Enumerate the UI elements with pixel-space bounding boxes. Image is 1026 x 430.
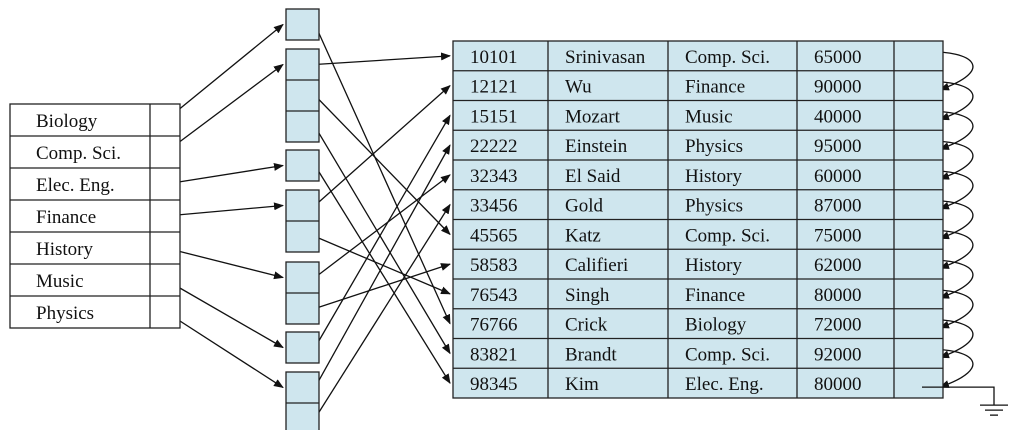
record-pointer-arrow — [314, 165, 451, 384]
record-dept: Comp. Sci. — [685, 344, 770, 365]
null-pointer-ground — [922, 386, 1008, 416]
bucket — [285, 149, 320, 182]
record-id: 58583 — [470, 255, 518, 276]
index-key: Comp. Sci. — [36, 143, 121, 164]
record-dept: Finance — [685, 77, 745, 98]
index-key: Elec. Eng. — [36, 175, 115, 196]
record-id: 76766 — [470, 315, 518, 336]
record-pointer-arrow — [314, 24, 451, 325]
record-id: 22222 — [470, 136, 518, 157]
record-dept: Comp. Sci. — [685, 47, 770, 68]
bucket — [285, 8, 320, 41]
record-salary: 90000 — [814, 77, 862, 98]
record-dept: History — [685, 166, 743, 187]
record-salary: 65000 — [814, 47, 862, 68]
record-id: 33456 — [470, 196, 518, 217]
record-salary: 80000 — [814, 285, 862, 306]
record-dept: Comp. Sci. — [685, 225, 770, 246]
record-id: 83821 — [470, 344, 518, 365]
record-salary: 87000 — [814, 196, 862, 217]
record-dept: Physics — [685, 196, 743, 217]
record-dept: Finance — [685, 285, 745, 306]
record-name: Brandt — [565, 344, 617, 365]
record-pointer-arrow — [314, 114, 451, 348]
index-key: Music — [36, 271, 84, 292]
record-pointer-arrow — [314, 203, 451, 419]
record-name: Califieri — [565, 255, 628, 276]
record-id: 10101 — [470, 47, 518, 68]
record-name: Crick — [565, 315, 608, 336]
bucket — [285, 48, 320, 143]
record-pointer-arrow — [314, 144, 451, 388]
bucket — [285, 331, 320, 364]
record-name: Kim — [565, 374, 599, 395]
record-name: Wu — [565, 77, 592, 98]
index-pointer-arrow — [165, 311, 284, 389]
record-name: Gold — [565, 196, 604, 217]
record-salary: 80000 — [814, 374, 862, 395]
record-salary: 60000 — [814, 166, 862, 187]
record-dept: History — [685, 255, 743, 276]
record-name: Singh — [565, 285, 610, 306]
record-salary: 95000 — [814, 136, 862, 157]
record-name: Einstein — [565, 136, 628, 157]
bucket — [285, 371, 320, 430]
index-pointer-arrow — [165, 162, 284, 185]
index-key: Biology — [36, 111, 98, 132]
record-pointer-arrow — [314, 126, 451, 355]
record-pointer-arrow — [314, 95, 451, 236]
index-pointer-arrow — [165, 63, 284, 153]
record-pointer-arrow — [314, 52, 451, 66]
index-pointer-arrow — [165, 247, 284, 280]
index-key: Physics — [36, 303, 94, 324]
record-name: El Said — [565, 166, 621, 187]
record-name: Srinivasan — [565, 47, 646, 68]
record-salary: 75000 — [814, 225, 862, 246]
record-salary: 72000 — [814, 315, 862, 336]
index-key: History — [36, 239, 94, 260]
record-name: Katz — [565, 225, 601, 246]
record-id: 98345 — [470, 374, 518, 395]
bucket-pointer-cells — [285, 8, 320, 430]
record-id: 32343 — [470, 166, 518, 187]
null-pointer-line — [922, 386, 995, 406]
record-pointer-arrow — [314, 263, 451, 310]
record-dept: Elec. Eng. — [685, 374, 764, 395]
index-table: Biology Comp. Sci. Elec. Eng. Finance Histor… — [9, 103, 181, 329]
record-dept: Music — [685, 106, 733, 127]
record-id: 12121 — [470, 77, 518, 98]
index-key: Finance — [36, 207, 96, 228]
record-pointer-arrow — [314, 84, 451, 206]
record-name: Mozart — [565, 106, 621, 127]
record-id: 45565 — [470, 225, 518, 246]
record-salary: 62000 — [814, 255, 862, 276]
record-dept: Physics — [685, 136, 743, 157]
record-salary: 40000 — [814, 106, 862, 127]
index-pointer-arrow — [165, 23, 284, 121]
index-pointer-arrow — [165, 279, 284, 349]
record-id: 76543 — [470, 285, 518, 306]
index-pointer-arrow — [165, 202, 284, 217]
record-dept: Biology — [685, 315, 747, 336]
record-table: 10101 Srinivasan Comp. Sci. 65000 12121 Wu Fin… — [452, 40, 944, 399]
record-pointer-arrow — [314, 174, 451, 279]
record-id: 15151 — [470, 106, 518, 127]
record-salary: 92000 — [814, 344, 862, 365]
pointer-lines — [165, 23, 974, 419]
